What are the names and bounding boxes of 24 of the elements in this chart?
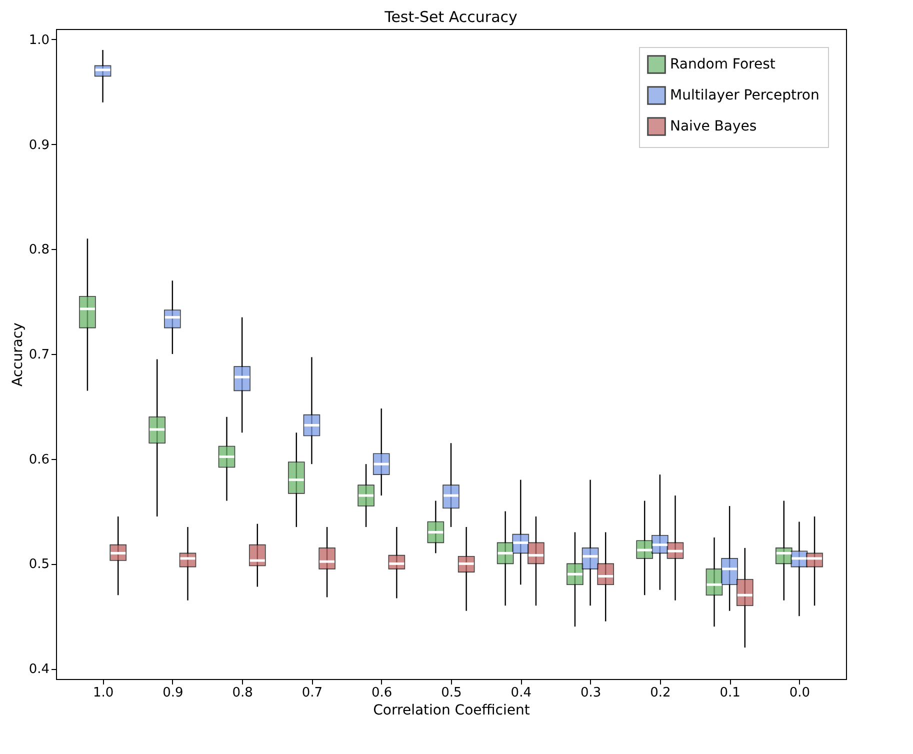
y-tick-label: 0.8 [28,242,50,258]
x-tick-label: 0.6 [372,686,392,700]
x-tick-label: 0.7 [302,686,323,700]
x-tick-label: 0.8 [232,686,253,700]
x-tick-label: 1.0 [92,686,114,700]
chart-title: Test-Set Accuracy [384,8,518,26]
y-tick-label: 0.9 [28,138,50,153]
x-tick-label: 0.1 [720,686,740,700]
x-tick-label: 0.5 [441,686,462,700]
y-tick-label: 0.6 [28,452,50,468]
legend-label: Random Forest [670,56,776,72]
y-tick-label: 0.7 [28,348,50,362]
x-tick-label: 0.4 [510,686,532,700]
x-tick-label: 0.3 [580,686,602,700]
y-tick-label: 1.0 [28,32,50,48]
y-axis-title: Accuracy [10,322,26,386]
y-tick-label: 0.4 [28,662,50,678]
x-axis-title: Correlation Coefficient [373,702,530,718]
legend-label: Multilayer Perceptron [670,88,820,104]
legend-label: Naive Bayes [670,118,757,134]
y-tick-label: 0.5 [28,557,50,572]
x-tick-label: 0.9 [162,686,184,700]
x-tick-label: 0.0 [789,686,810,700]
x-tick-label: 0.2 [650,686,671,700]
